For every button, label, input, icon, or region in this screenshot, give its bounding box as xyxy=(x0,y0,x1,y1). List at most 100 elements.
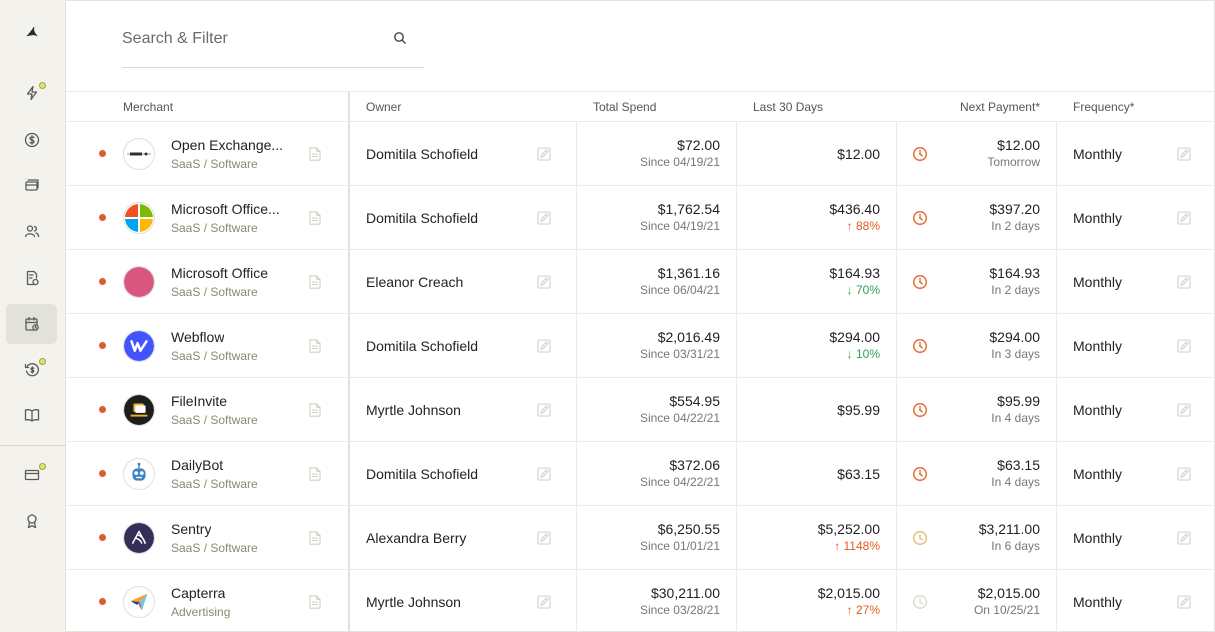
column-divider xyxy=(348,250,350,313)
table-row[interactable]: Sentry SaaS / Software Alexandra Berry $6,2… xyxy=(66,506,1214,570)
last-30-days-cell: $294.00 ↓ 10% xyxy=(829,329,880,361)
header-owner[interactable]: Owner xyxy=(366,100,402,114)
owner-name: Myrtle Johnson xyxy=(366,402,461,418)
sidebar-item-people[interactable] xyxy=(6,211,57,251)
column-divider xyxy=(736,314,737,377)
column-divider xyxy=(896,250,897,313)
edit-owner-icon[interactable] xyxy=(537,531,551,545)
edit-owner-icon[interactable] xyxy=(537,211,551,225)
table-row[interactable]: Capterra Advertising Myrtle Johnson $30,211… xyxy=(66,570,1214,632)
column-divider xyxy=(1056,442,1057,505)
next-payment-when: In 4 days xyxy=(991,475,1040,489)
sidebar-item-cards[interactable] xyxy=(6,165,57,205)
sidebar-item-payments[interactable] xyxy=(6,120,57,160)
since-date: Since 04/22/21 xyxy=(639,411,720,425)
merchant-logo xyxy=(123,266,155,298)
sidebar-item-activity[interactable] xyxy=(6,73,57,113)
column-divider xyxy=(576,570,577,632)
document-icon[interactable] xyxy=(309,275,321,289)
sidebar-item-receipts[interactable] xyxy=(6,258,57,298)
frequency: Monthly xyxy=(1073,466,1123,482)
document-icon[interactable] xyxy=(309,211,321,225)
document-icon[interactable] xyxy=(309,339,321,353)
table-row[interactable]: FileInvite SaaS / Software Myrtle Johnson $… xyxy=(66,378,1214,442)
table-row[interactable]: Webflow SaaS / Software Domitila Schofield… xyxy=(66,314,1214,378)
edit-frequency-icon[interactable] xyxy=(1177,147,1191,161)
header-next-payment[interactable]: Next Payment* xyxy=(959,100,1040,114)
merchant-logo xyxy=(123,586,155,618)
merchant-name[interactable]: Webflow xyxy=(171,329,225,345)
document-icon[interactable] xyxy=(309,595,321,609)
merchant-name[interactable]: Capterra xyxy=(171,585,226,601)
status-indicator xyxy=(99,278,106,285)
document-icon[interactable] xyxy=(309,147,321,161)
next-payment-cell: $294.00 In 3 days xyxy=(989,329,1040,361)
edit-owner-icon[interactable] xyxy=(537,467,551,481)
notification-badge xyxy=(39,358,46,365)
clock-icon xyxy=(912,466,928,482)
edit-frequency-icon[interactable] xyxy=(1177,211,1191,225)
spend-change: ↑ 27% xyxy=(846,603,880,617)
search-input[interactable] xyxy=(122,28,382,50)
sidebar-item-billing[interactable] xyxy=(6,455,57,495)
table-row[interactable]: DailyBot SaaS / Software Domitila Schofiel… xyxy=(66,442,1214,506)
refund-icon xyxy=(24,363,39,377)
header-merchant[interactable]: Merchant xyxy=(123,100,174,114)
edit-owner-icon[interactable] xyxy=(537,595,551,609)
column-divider xyxy=(896,186,897,249)
edit-owner-icon[interactable] xyxy=(537,147,551,161)
lightning-icon xyxy=(26,85,37,101)
document-icon[interactable] xyxy=(309,467,321,481)
edit-owner-icon[interactable] xyxy=(537,403,551,417)
last-30-days-amount: $12.00 xyxy=(837,146,880,162)
next-payment-cell: $2,015.00 On 10/25/21 xyxy=(974,585,1040,617)
document-icon[interactable] xyxy=(309,531,321,545)
merchant-name[interactable]: FileInvite xyxy=(171,393,228,409)
calendar-icon xyxy=(24,316,39,331)
column-divider xyxy=(896,506,897,569)
header-last-30-days[interactable]: Last 30 Days xyxy=(753,100,824,114)
merchant-name[interactable]: DailyBot xyxy=(171,457,224,473)
column-divider xyxy=(348,378,350,441)
edit-owner-icon[interactable] xyxy=(537,339,551,353)
clock-icon xyxy=(912,210,928,226)
header-frequency[interactable]: Frequency* xyxy=(1073,100,1135,114)
column-divider xyxy=(576,314,577,377)
since-date: Since 04/19/21 xyxy=(639,155,720,169)
sidebar-item-reimbursements[interactable] xyxy=(6,350,57,390)
merchant-name[interactable]: Microsoft Office... xyxy=(171,201,280,217)
merchant-name[interactable]: Open Exchange... xyxy=(171,137,284,153)
column-divider xyxy=(896,570,897,632)
column-divider xyxy=(1056,122,1057,185)
search-icon[interactable] xyxy=(393,31,407,45)
merchant-name[interactable]: Sentry xyxy=(171,521,212,537)
column-divider xyxy=(348,570,350,632)
sidebar-item-subscriptions[interactable] xyxy=(6,304,57,344)
table-row[interactable]: Open Exchange... SaaS / Software Domitila … xyxy=(66,122,1214,186)
edit-owner-icon[interactable] xyxy=(537,275,551,289)
column-divider xyxy=(736,506,737,569)
frequency: Monthly xyxy=(1073,274,1123,290)
sidebar-item-guides[interactable] xyxy=(6,395,57,435)
edit-frequency-icon[interactable] xyxy=(1177,339,1191,353)
edit-frequency-icon[interactable] xyxy=(1177,403,1191,417)
header-total-spend[interactable]: Total Spend xyxy=(593,100,657,114)
owner-name: Domitila Schofield xyxy=(366,210,479,226)
table-row[interactable]: Microsoft Office... SaaS / Software Domiti… xyxy=(66,186,1214,250)
home-logo-button[interactable] xyxy=(6,12,57,52)
edit-frequency-icon[interactable] xyxy=(1177,595,1191,609)
sidebar-item-rewards[interactable] xyxy=(6,501,57,541)
table-row[interactable]: Microsoft Office SaaS / Software Eleanor C… xyxy=(66,250,1214,314)
document-icon[interactable] xyxy=(309,403,321,417)
next-payment-cell: $95.99 In 4 days xyxy=(991,393,1040,425)
edit-frequency-icon[interactable] xyxy=(1177,531,1191,545)
edit-frequency-icon[interactable] xyxy=(1177,275,1191,289)
next-payment-amount: $294.00 xyxy=(989,329,1040,345)
column-divider xyxy=(896,314,897,377)
edit-frequency-icon[interactable] xyxy=(1177,467,1191,481)
merchant-name[interactable]: Microsoft Office xyxy=(171,265,268,281)
clock-icon xyxy=(912,146,928,162)
merchant-category: SaaS / Software xyxy=(171,157,258,171)
column-divider xyxy=(576,186,577,249)
column-divider xyxy=(736,442,737,505)
